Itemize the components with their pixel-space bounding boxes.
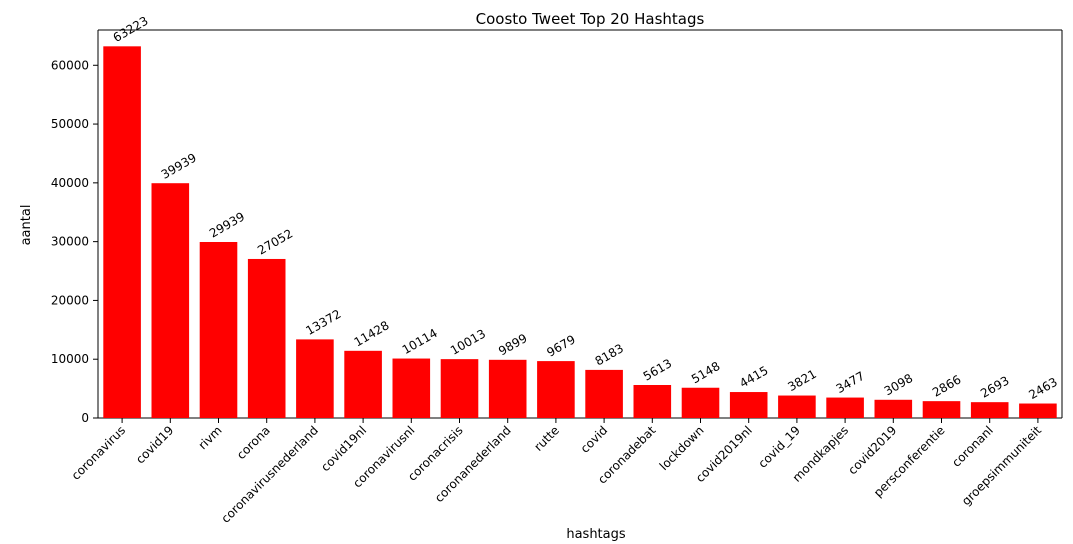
bar [537,361,575,418]
x-tick-label: covid [578,423,611,456]
y-axis-label: aantal [19,205,34,246]
bar [344,350,382,418]
data-label: 9899 [496,331,529,358]
bar [681,387,720,418]
y-tick-label: 50000 [51,117,89,131]
data-label: 29939 [207,209,247,240]
x-axis-label: hashtags [566,527,626,542]
x-tick-label: groepsimmuniteit [959,423,1044,508]
data-label: 10114 [400,326,440,357]
y-tick-label: 40000 [51,176,89,190]
x-tick-label: rivm [196,423,225,452]
data-label: 3821 [785,367,818,394]
data-label: 8183 [593,341,626,368]
bar [103,46,141,419]
bar [247,258,286,418]
bar [633,385,672,418]
x-tick-label: rutte [531,423,562,454]
data-label: 3098 [882,371,915,398]
data-label: 11428 [352,318,392,349]
plot-area: 0 10000 20000 30000 40000 50000 60000 coronavir… [51,14,1063,526]
data-label: 2463 [1026,375,1059,402]
x-tick-label: corona [234,423,273,462]
data-label: 63223 [111,14,151,45]
x-tick-label: coronavirus [69,423,128,482]
data-label: 27052 [255,226,295,257]
data-label: 2866 [930,372,963,399]
y-tick-label: 20000 [51,293,89,307]
bar [585,369,623,418]
y-tick-label: 30000 [51,235,89,249]
data-label: 9679 [544,332,577,359]
bar [392,358,431,418]
bar [488,359,527,418]
bar [440,359,479,418]
x-tick-label: covid_19 [755,423,803,471]
x-tick-label: coronavirusnederland [219,423,322,526]
bar [970,402,1009,418]
bar [874,399,913,418]
y-tick-label: 10000 [51,352,89,366]
bar [778,395,816,418]
data-label: 39939 [159,151,199,182]
data-label: 3477 [834,369,867,396]
y-tick-label: 60000 [51,58,89,72]
data-label: 5148 [689,359,722,386]
data-label: 5613 [641,356,674,383]
bar [151,183,190,418]
bar [729,392,768,418]
bar [922,401,961,418]
data-label: 4415 [737,363,770,390]
bar [1019,403,1057,418]
data-label: 13372 [303,307,343,338]
x-tick-label: lockdown [657,423,707,473]
x-tick-label: coronanl [949,423,996,470]
data-label: 2693 [978,373,1011,400]
x-tick-label: covid19 [133,423,176,466]
chart-title: Coosto Tweet Top 20 Hashtags [476,10,705,28]
bar [199,241,238,418]
data-label: 10013 [448,327,488,358]
y-tick-label: 0 [81,411,89,425]
bar [296,339,334,418]
bar [826,397,864,418]
x-tick-label: covid19nl [318,423,369,474]
